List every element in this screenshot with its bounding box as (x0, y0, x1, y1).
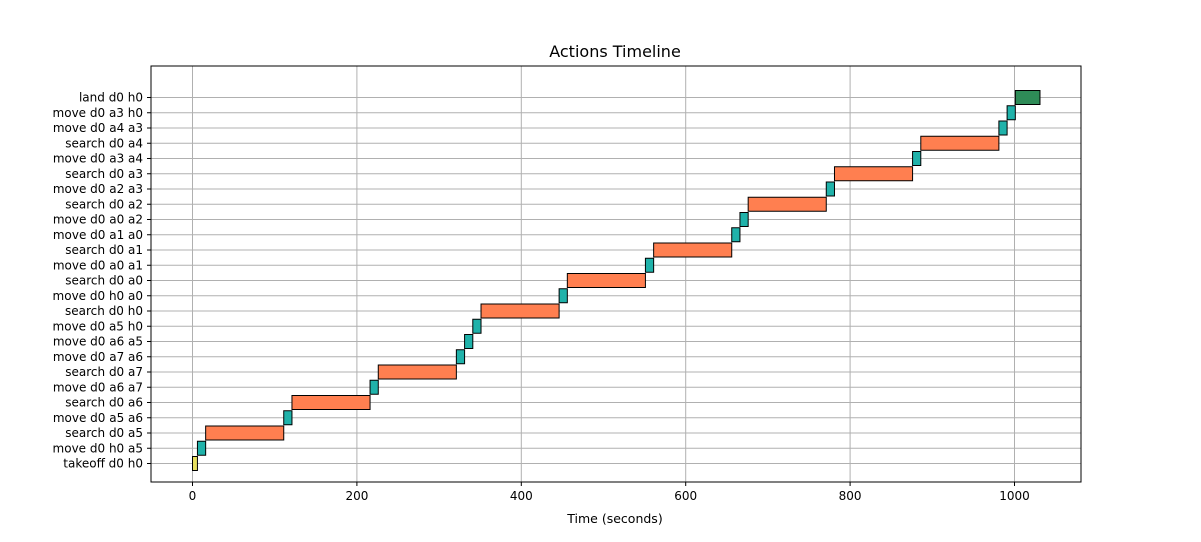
x-axis-ticks: 0 200 400 600 800 1000 (189, 482, 1030, 503)
move-bar (1006, 105, 1016, 121)
y-tick-label: search d0 h0 (65, 304, 143, 318)
y-tick-label: move d0 a4 a3 (53, 121, 143, 135)
plot-frame (150, 65, 1082, 483)
search-bar (205, 425, 285, 441)
y-tick-label: move d0 a1 a0 (53, 228, 143, 242)
x-tick-label: 0 (189, 489, 197, 503)
y-tick-label: move d0 a2 a3 (53, 182, 143, 196)
search-bar (291, 395, 371, 410)
search-bar (747, 196, 827, 212)
move-bar (464, 334, 474, 349)
y-tick-label: move d0 a7 a6 (53, 350, 143, 364)
chart-title: Actions Timeline (549, 42, 681, 61)
y-tick-label: search d0 a3 (65, 167, 143, 181)
search-bar (833, 166, 914, 182)
y-tick-label: move d0 a0 a1 (53, 258, 143, 272)
search-bar (653, 242, 733, 258)
y-tick-label: move d0 a5 a6 (53, 411, 143, 425)
move-bar (644, 257, 655, 273)
y-tick-label: move d0 a3 a4 (53, 152, 143, 166)
move-bar (455, 349, 466, 365)
move-bar (558, 288, 568, 304)
y-tick-label: search d0 a5 (65, 426, 143, 440)
y-tick-label: search d0 a6 (65, 396, 143, 410)
y-tick-label: search d0 a0 (65, 274, 143, 288)
move-bar (731, 227, 741, 243)
y-tick-label: search d0 a4 (65, 136, 143, 150)
move-bar (472, 318, 482, 334)
y-tick-label: move d0 h0 a0 (53, 289, 143, 303)
move-bar (912, 151, 922, 166)
x-grid-lines (192, 66, 1015, 482)
land-bar (1014, 90, 1041, 105)
move-bar (825, 181, 835, 197)
move-bar (283, 410, 293, 426)
search-bar (566, 273, 646, 288)
y-grid-lines (151, 97, 1081, 464)
y-tick-label: search d0 a2 (65, 197, 143, 211)
y-tick-label: search d0 a1 (65, 243, 143, 257)
move-bar (739, 212, 749, 227)
x-tick-label: 200 (345, 489, 368, 503)
y-tick-label: move d0 h0 a5 (53, 441, 143, 455)
search-bar (480, 303, 560, 319)
y-tick-label: move d0 a6 a7 (53, 380, 143, 394)
y-tick-label: takeoff d0 h0 (63, 457, 143, 471)
takeoff-bar (192, 456, 198, 471)
search-bar (920, 135, 1000, 151)
y-tick-label: move d0 a5 h0 (53, 319, 143, 333)
x-tick-label: 1000 (999, 489, 1030, 503)
y-tick-label: move d0 a3 h0 (53, 106, 143, 120)
x-axis-label: Time (seconds) (566, 511, 662, 526)
move-bar (998, 120, 1008, 136)
move-bar (196, 440, 207, 456)
x-tick-label: 400 (510, 489, 533, 503)
y-tick-label: move d0 a6 a5 (53, 335, 143, 349)
search-bar (377, 364, 457, 380)
x-tick-label: 800 (839, 489, 862, 503)
task-bars (192, 90, 1041, 471)
y-tick-label: land d0 h0 (79, 91, 143, 105)
y-tick-label: move d0 a0 a2 (53, 213, 143, 227)
x-tick-label: 600 (674, 489, 697, 503)
y-tick-label: search d0 a7 (65, 365, 143, 379)
move-bar (369, 379, 379, 395)
